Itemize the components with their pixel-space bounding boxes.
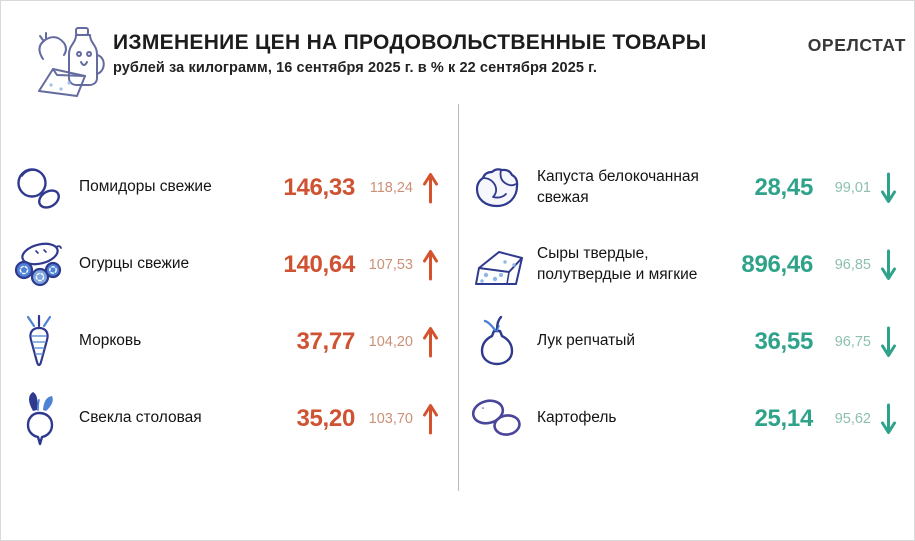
carrot-icon xyxy=(9,313,69,371)
column-divider xyxy=(458,104,459,491)
down-arrow-icon xyxy=(871,402,905,436)
product-label: Помидоры свежие xyxy=(79,178,212,196)
percent-value: 118,24 xyxy=(369,179,413,196)
product-row: Морковь 37,77 104,20 xyxy=(9,303,447,380)
percent-value: 107,53 xyxy=(368,256,413,273)
price-value: 25,14 xyxy=(754,404,813,432)
up-arrow-icon xyxy=(413,402,447,436)
page-subtitle: рублей за килограмм, 16 сентября 2025 г.… xyxy=(113,60,597,77)
up-arrow-icon xyxy=(413,248,447,282)
product-label: Сыры твердые, полутвердые и мягкие xyxy=(537,245,698,283)
product-row: Свекла столовая 35,20 103,70 xyxy=(9,380,447,457)
product-label: Морковь xyxy=(79,332,142,350)
price-value: 896,46 xyxy=(741,250,813,278)
price-value: 35,20 xyxy=(296,404,355,432)
page-title: ИЗМЕНЕНИЕ ЦЕН НА ПРОДОВОЛЬСТВЕННЫЕ ТОВАР… xyxy=(113,31,707,54)
onion-icon xyxy=(467,314,527,370)
down-arrow-icon xyxy=(871,325,905,359)
product-row: Капуста белокочанная свежая 28,45 99,01 xyxy=(467,149,905,226)
product-label: Капуста белокочанная свежая xyxy=(537,168,699,206)
orelstat-logo: ОРЕЛСТАТ xyxy=(807,35,906,55)
product-row: Лук репчатый 36,55 96,75 xyxy=(467,303,905,380)
down-arrow-icon xyxy=(871,248,905,282)
product-label: Свекла столовая xyxy=(79,409,202,427)
product-row: Помидоры свежие 146,33 118,24 xyxy=(9,149,447,226)
price-value: 140,64 xyxy=(283,250,355,278)
percent-value: 99,01 xyxy=(834,179,871,196)
increase-column: Помидоры свежие 146,33 118,24 Огурцы све… xyxy=(9,149,447,457)
potato-icon xyxy=(467,396,527,442)
product-row: Картофель 25,14 95,62 xyxy=(467,380,905,457)
product-row: Огурцы свежие 140,64 107,53 xyxy=(9,226,447,303)
percent-value: 104,20 xyxy=(368,333,413,350)
header: ИЗМЕНЕНИЕ ЦЕН НА ПРОДОВОЛЬСТВЕННЫЕ ТОВАР… xyxy=(113,31,753,76)
percent-value: 95,62 xyxy=(834,410,871,427)
tomato-icon xyxy=(9,163,69,213)
beet-icon xyxy=(9,390,69,448)
price-value: 146,33 xyxy=(283,173,355,201)
product-row: Сыры твердые, полутвердые и мягкие 896,4… xyxy=(467,226,905,303)
product-label: Картофель xyxy=(537,409,617,427)
percent-value: 103,70 xyxy=(368,410,413,427)
product-label: Лук репчатый xyxy=(537,332,636,350)
price-value: 37,77 xyxy=(296,327,355,355)
cheese-icon xyxy=(467,241,527,289)
food-products-icon xyxy=(31,19,115,103)
percent-value: 96,75 xyxy=(834,333,871,350)
percent-value: 96,85 xyxy=(834,256,871,273)
up-arrow-icon xyxy=(413,325,447,359)
up-arrow-icon xyxy=(413,171,447,205)
cabbage-icon xyxy=(467,161,527,215)
cucumber-icon xyxy=(9,239,69,291)
decrease-column: Капуста белокочанная свежая 28,45 99,01 … xyxy=(467,149,905,457)
price-value: 36,55 xyxy=(754,327,813,355)
down-arrow-icon xyxy=(871,171,905,205)
product-label: Огурцы свежие xyxy=(79,255,190,273)
price-value: 28,45 xyxy=(754,173,813,201)
